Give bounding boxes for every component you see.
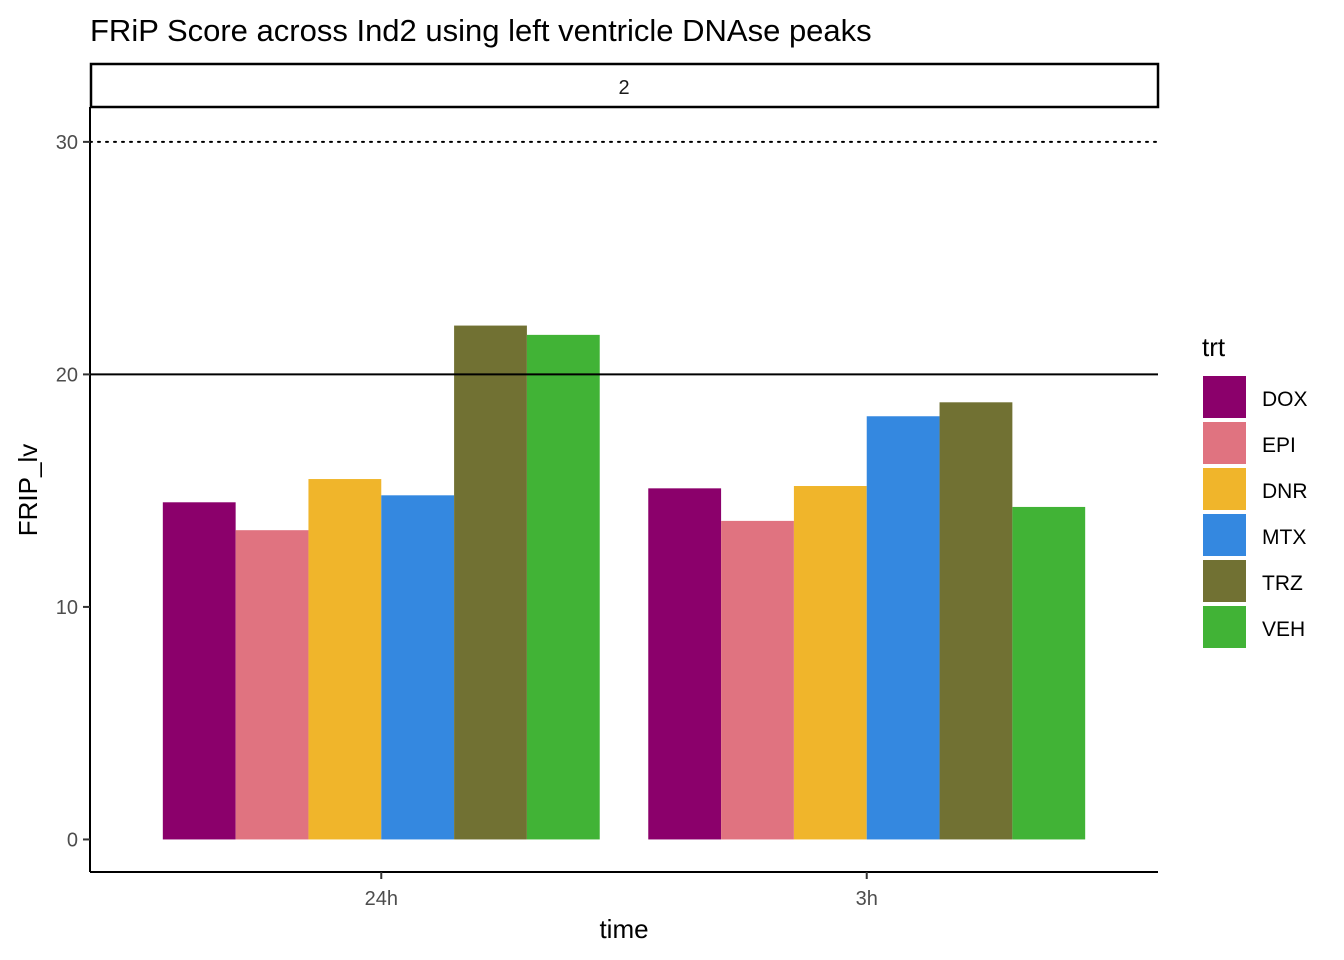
legend-label-epi: EPI [1262, 434, 1296, 457]
legend-key-mtx [1203, 514, 1246, 556]
bar-mtx-3h [866, 416, 940, 840]
legend-label-mtx: MTX [1262, 526, 1306, 549]
y-tick-label: 20 [56, 364, 78, 386]
legend-key-epi [1203, 422, 1246, 464]
y-axis-title: FRIP_lv [13, 444, 43, 536]
chart-title: FRiP Score across Ind2 using left ventri… [90, 13, 872, 48]
bar-trz-24h [454, 325, 527, 840]
x-tick-label: 24h [365, 888, 398, 910]
y-tick-label: 10 [56, 597, 78, 619]
bar-dox-24h [162, 502, 236, 840]
bar-veh-3h [1012, 506, 1086, 840]
legend-label-trz: TRZ [1262, 572, 1303, 595]
legend-label-dox: DOX [1262, 388, 1308, 411]
plot-area [162, 325, 1086, 840]
bar-epi-3h [721, 520, 794, 840]
legend-key-dox [1203, 376, 1246, 418]
facet-strip-box [89, 62, 1160, 109]
legend-key-veh [1203, 606, 1246, 648]
bar-dnr-3h [793, 486, 867, 840]
x-axis-ticks: 24h 3h [365, 872, 878, 910]
x-tick-label: 3h [856, 888, 878, 910]
bar-mtx-24h [381, 495, 455, 840]
legend-key-trz [1203, 560, 1246, 602]
y-tick-label: 0 [67, 829, 78, 851]
legend: trt DOX EPI DNR MTX TRZ VEH [1202, 332, 1308, 648]
y-axis-ticks: 0 10 20 30 [56, 132, 90, 851]
bar-epi-24h [235, 530, 309, 840]
reference-lines [89, 140, 1159, 376]
facet-strip: 2 [89, 62, 1160, 109]
legend-key-dnr [1203, 468, 1246, 510]
legend-title: trt [1202, 332, 1226, 362]
bar-dox-3h [648, 488, 722, 840]
bar-trz-3h [939, 402, 1013, 840]
facet-strip-label: 2 [618, 77, 629, 99]
legend-label-dnr: DNR [1262, 480, 1308, 503]
legend-label-veh: VEH [1262, 618, 1305, 641]
y-tick-label: 30 [56, 132, 78, 154]
bar-dnr-24h [308, 479, 382, 840]
bar-veh-24h [526, 334, 600, 840]
x-axis-title: time [599, 914, 648, 944]
axes [89, 107, 1158, 873]
